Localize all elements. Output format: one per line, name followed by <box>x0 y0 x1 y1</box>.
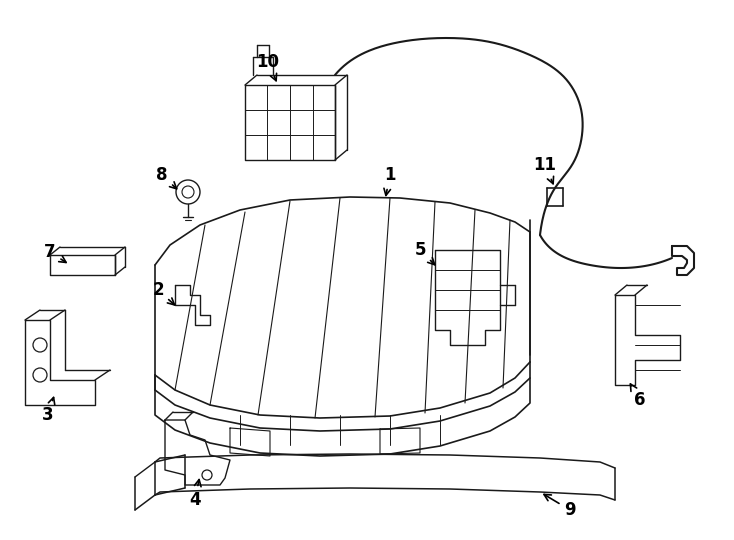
Text: 1: 1 <box>384 166 396 195</box>
Text: 5: 5 <box>414 241 435 265</box>
Text: 6: 6 <box>631 384 646 409</box>
Text: 11: 11 <box>534 156 556 184</box>
Text: 7: 7 <box>44 243 66 262</box>
Text: 3: 3 <box>42 397 55 424</box>
Text: 4: 4 <box>189 480 201 509</box>
Text: 10: 10 <box>256 53 280 81</box>
Text: 2: 2 <box>152 281 175 305</box>
Text: 8: 8 <box>156 166 177 189</box>
Text: 9: 9 <box>544 495 575 519</box>
